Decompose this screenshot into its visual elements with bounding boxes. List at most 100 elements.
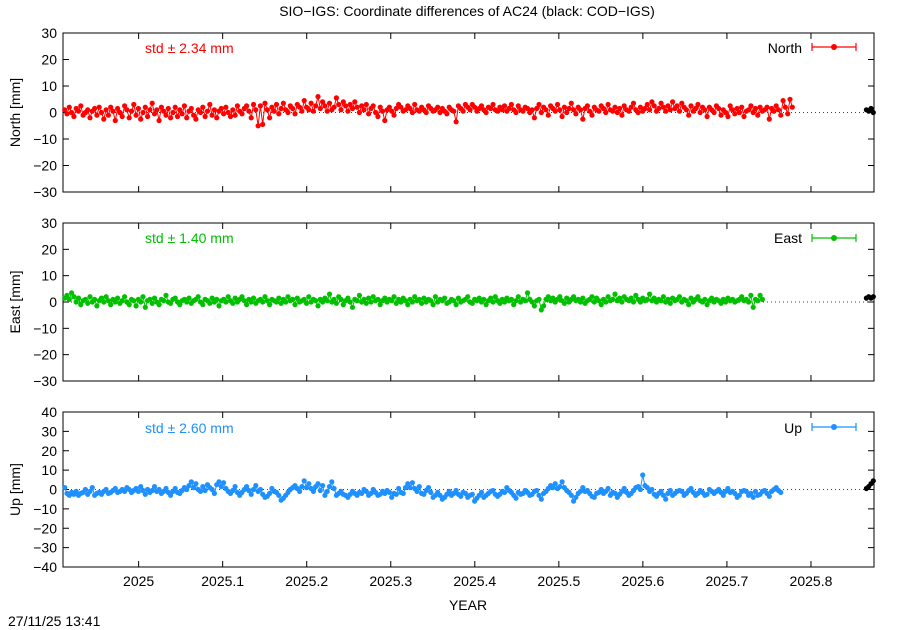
data-point [297, 488, 303, 494]
data-point [598, 486, 604, 493]
data-point [630, 299, 637, 305]
data-point [276, 111, 282, 117]
data-point [156, 486, 162, 493]
data-point [476, 295, 482, 301]
data-point [750, 494, 756, 500]
data-point [704, 491, 710, 497]
data-point [789, 104, 795, 110]
data-point [244, 484, 250, 490]
data-point [409, 109, 415, 116]
panel-up: Up [mm] std ± 2.60 mm Up 40 30 20 10 0 −10 −20… [7, 404, 876, 589]
data-point [345, 295, 351, 301]
data-point [301, 98, 307, 104]
data-point [538, 307, 544, 313]
data-point [177, 107, 183, 113]
data-point [230, 487, 236, 494]
data-point [126, 115, 132, 121]
data-point [435, 104, 441, 110]
data-point [554, 101, 561, 108]
data-point [149, 300, 155, 306]
data-point [108, 104, 114, 110]
panel-east: East [mm] std ± 1.40 mm East 30 20 10 0 −10 −… [7, 215, 876, 389]
data-point [87, 115, 93, 121]
data-point [559, 113, 565, 120]
data-point [764, 104, 770, 110]
data-point [720, 492, 726, 498]
data-point [617, 105, 623, 112]
data-point [396, 485, 402, 492]
data-point [331, 104, 337, 110]
data-point [686, 302, 692, 308]
data-point [630, 100, 637, 106]
data-point [310, 108, 316, 114]
data-point [573, 111, 579, 117]
data-point [232, 484, 238, 490]
data-point [303, 485, 310, 491]
data-point [676, 108, 683, 114]
data-point [734, 105, 740, 112]
data-point [465, 294, 471, 300]
data-point [589, 294, 595, 300]
data-point [207, 101, 213, 108]
data-point [78, 302, 84, 308]
data-point [209, 295, 215, 301]
data-point [596, 298, 602, 304]
data-point [308, 100, 314, 106]
data-point [340, 99, 346, 105]
data-point [306, 294, 312, 300]
data-point [520, 108, 526, 114]
data-point [147, 296, 153, 302]
x-ticks-north [138, 33, 812, 192]
data-point [598, 302, 604, 308]
data-point [356, 292, 362, 298]
data-point [117, 109, 123, 116]
data-point [437, 109, 443, 116]
data-point [349, 105, 356, 112]
data-point [255, 123, 261, 129]
data-point [723, 109, 729, 116]
data-point [591, 494, 597, 500]
data-point [405, 481, 411, 487]
data-point [172, 104, 178, 110]
data-point [244, 103, 250, 109]
data-point [223, 299, 229, 305]
data-point [697, 109, 703, 116]
data-point [87, 488, 93, 494]
data-point [317, 487, 323, 494]
data-point [407, 485, 413, 491]
data-point [168, 300, 174, 306]
data-point [667, 487, 673, 494]
data-point [561, 300, 568, 306]
data-point [105, 112, 111, 118]
data-point [550, 295, 556, 301]
std-label-east: std ± 1.40 mm [145, 230, 234, 246]
data-point [870, 294, 876, 300]
data-point [704, 302, 710, 308]
data-point [163, 485, 169, 492]
data-point [71, 113, 77, 120]
x-axis-label: YEAR [449, 597, 487, 613]
timestamp: 27/11/25 13:41 [8, 613, 101, 629]
data-point [704, 113, 710, 120]
data-point [197, 109, 204, 116]
data-point [103, 294, 109, 300]
data-point [647, 107, 653, 113]
data-point [73, 299, 79, 305]
data-point [241, 298, 247, 304]
data-point [333, 300, 339, 306]
data-point [529, 299, 535, 305]
data-point [557, 107, 563, 113]
data-point [478, 489, 485, 495]
data-point [250, 295, 257, 301]
data-point [421, 295, 427, 301]
data-point [506, 105, 512, 112]
data-point [402, 298, 409, 304]
data-point [723, 299, 729, 305]
data-point [409, 480, 415, 486]
series-up [62, 472, 876, 504]
data-point [389, 298, 395, 304]
data-point [135, 488, 141, 494]
y-tick-label: −30 [33, 184, 57, 200]
data-point [711, 109, 717, 116]
data-point [345, 108, 351, 114]
